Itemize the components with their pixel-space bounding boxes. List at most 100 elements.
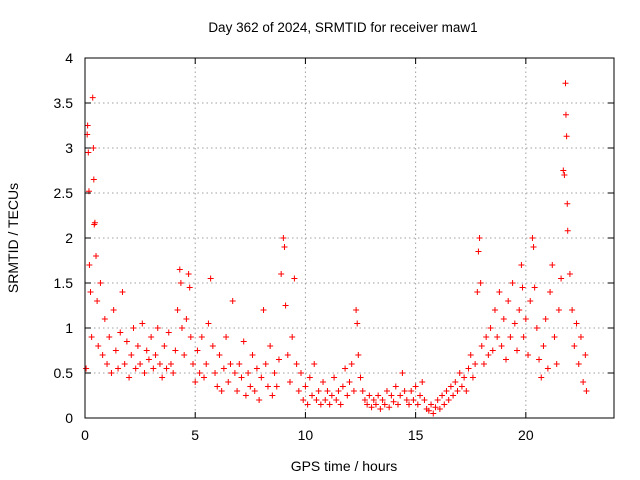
data-point [245, 370, 252, 376]
data-point [458, 383, 465, 390]
data-point [145, 356, 152, 363]
data-point [281, 244, 288, 250]
data-point [223, 334, 230, 340]
data-point [394, 401, 401, 408]
data-point [317, 401, 324, 408]
data-point [123, 338, 130, 345]
data-point [101, 316, 108, 322]
data-point [406, 401, 413, 408]
data-point [152, 352, 159, 358]
y-tick-label: 1 [65, 320, 73, 336]
data-point [165, 329, 172, 336]
data-point [505, 298, 512, 304]
data-point [414, 401, 421, 408]
data-point [412, 383, 419, 390]
data-point [108, 370, 115, 376]
data-point [562, 111, 569, 118]
data-point [502, 356, 509, 363]
data-point [174, 307, 181, 313]
data-point [533, 325, 540, 331]
data-point [566, 271, 573, 277]
data-point [364, 401, 371, 408]
data-point [264, 383, 271, 390]
data-point [212, 370, 219, 376]
data-point [236, 361, 243, 367]
data-point [549, 262, 556, 268]
data-point [527, 298, 534, 304]
data-point [240, 338, 247, 345]
y-tick-label: 1.5 [54, 275, 74, 291]
data-point [386, 404, 393, 411]
data-point [86, 262, 93, 268]
data-point [242, 392, 249, 399]
data-point [187, 334, 194, 340]
data-point [234, 388, 241, 394]
data-point [354, 320, 361, 327]
data-point [392, 383, 399, 390]
data-point [97, 280, 104, 286]
data-point [555, 307, 562, 313]
data-point [163, 365, 170, 372]
data-point [463, 388, 470, 394]
data-point [571, 343, 578, 349]
data-point [186, 284, 193, 291]
y-tick-label: 2 [65, 230, 73, 246]
data-point [247, 383, 254, 390]
data-point [128, 352, 135, 358]
data-point [269, 392, 276, 399]
data-point [425, 407, 432, 414]
data-point [553, 361, 560, 367]
data-point [328, 392, 335, 399]
data-point [194, 347, 201, 354]
data-point [260, 307, 267, 313]
data-point [190, 361, 197, 367]
data-point [141, 370, 148, 376]
data-point [229, 298, 236, 304]
data-point [454, 388, 461, 394]
data-point [313, 397, 320, 403]
data-point [167, 361, 174, 367]
data-point [205, 320, 212, 327]
data-point [529, 235, 536, 241]
data-point [89, 94, 96, 101]
data-point [346, 379, 353, 385]
data-point [500, 316, 507, 322]
data-point [85, 149, 92, 156]
data-point [483, 334, 490, 340]
data-point [225, 379, 232, 385]
data-point [286, 379, 293, 385]
data-point [99, 352, 106, 358]
data-point [203, 361, 210, 367]
x-tick-label: 15 [408, 427, 424, 443]
data-point [496, 289, 503, 295]
data-point [540, 343, 547, 349]
data-point [196, 370, 203, 376]
data-point [295, 388, 302, 394]
data-point [536, 356, 543, 363]
data-point [465, 365, 472, 372]
data-point [428, 401, 435, 408]
data-point [126, 374, 133, 381]
data-point [388, 392, 395, 399]
data-point [209, 343, 216, 349]
data-point [494, 334, 501, 340]
data-point [94, 298, 101, 304]
data-point [401, 388, 408, 394]
data-point [353, 307, 360, 313]
data-point [304, 401, 311, 408]
x-tick-label: 10 [298, 427, 314, 443]
data-point [436, 406, 443, 412]
data-point [359, 388, 366, 394]
y-tick-label: 2.5 [54, 185, 74, 201]
data-point [487, 325, 494, 331]
data-point [563, 133, 570, 140]
data-point [112, 347, 119, 354]
data-point [403, 397, 410, 403]
data-point [357, 374, 364, 381]
data-point [320, 379, 327, 385]
data-point [156, 361, 163, 367]
data-point [419, 379, 426, 385]
data-point [377, 406, 384, 412]
data-point [253, 365, 260, 372]
